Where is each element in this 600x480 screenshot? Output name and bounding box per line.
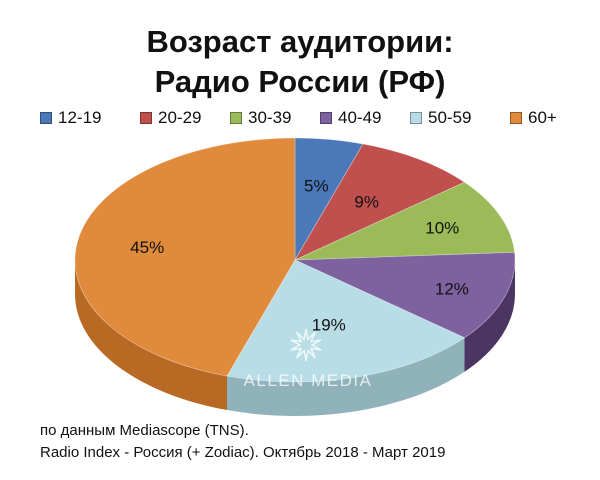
watermark-text: ALLEN MEDIA xyxy=(244,371,373,390)
slice-label-60+: 45% xyxy=(130,238,164,257)
footer-source: по данным Mediascope (TNS). xyxy=(40,420,445,442)
slice-label-40-49: 12% xyxy=(435,279,469,298)
chart-footer: по данным Mediascope (TNS). Radio Index … xyxy=(40,420,445,464)
pie-tops xyxy=(75,138,515,382)
slice-label-20-29: 9% xyxy=(354,192,379,211)
slice-label-50-59: 19% xyxy=(312,315,346,334)
slice-label-12-19: 5% xyxy=(304,176,329,195)
footer-period: Radio Index - Россия (+ Zodiac). Октябрь… xyxy=(40,442,445,464)
slice-label-30-39: 10% xyxy=(425,219,459,238)
